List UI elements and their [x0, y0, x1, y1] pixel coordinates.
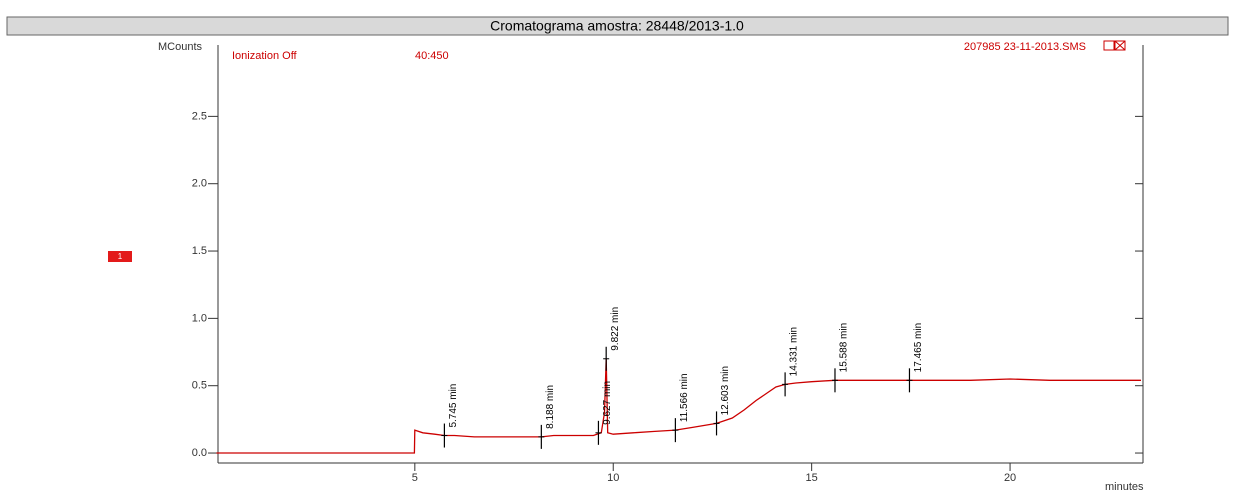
trace-badge[interactable] [108, 251, 132, 262]
peak-label: 12.603 min [720, 366, 731, 415]
chart-title: Cromatograma amostra: 28448/2013-1.0 [490, 18, 744, 34]
x-tick-label: 10 [607, 472, 619, 484]
peak-label: 11.566 min [679, 373, 690, 422]
x-axis-label: minutes [1105, 481, 1144, 493]
y-tick-label: 1.0 [192, 312, 207, 324]
peak-label: 17.465 min [913, 323, 924, 372]
chromatogram-line [216, 358, 1141, 454]
file-name: 207985 23-11-2013.SMS [964, 41, 1086, 53]
peak-label: 15.588 min [839, 323, 850, 372]
peak-label: 9.822 min [610, 307, 621, 351]
peak-label: 9.627 min [602, 381, 613, 425]
peak-label: 14.331 min [789, 327, 800, 376]
x-tick-label: 15 [806, 472, 818, 484]
y-axis-label: MCounts [158, 41, 203, 53]
peak-label: 8.188 min [545, 385, 556, 429]
y-tick-label: 2.0 [192, 178, 207, 190]
peak-label: 5.745 min [448, 384, 459, 428]
trace-number: 1 [118, 252, 123, 261]
x-tick-label: 20 [1004, 472, 1016, 484]
y-tick-label: 2.5 [192, 110, 207, 122]
y-tick-label: 0.0 [192, 447, 207, 459]
mass-range: 40:450 [415, 50, 449, 62]
y-tick-label: 0.5 [192, 380, 207, 392]
close-icon-x [1114, 40, 1126, 51]
x-tick-label: 5 [412, 472, 418, 484]
window-icon[interactable] [1103, 40, 1115, 51]
y-tick-label: 1.5 [192, 245, 207, 257]
close-icon[interactable] [1114, 40, 1126, 51]
title-bar [6, 16, 1229, 36]
ionization-label: Ionization Off [232, 50, 298, 62]
